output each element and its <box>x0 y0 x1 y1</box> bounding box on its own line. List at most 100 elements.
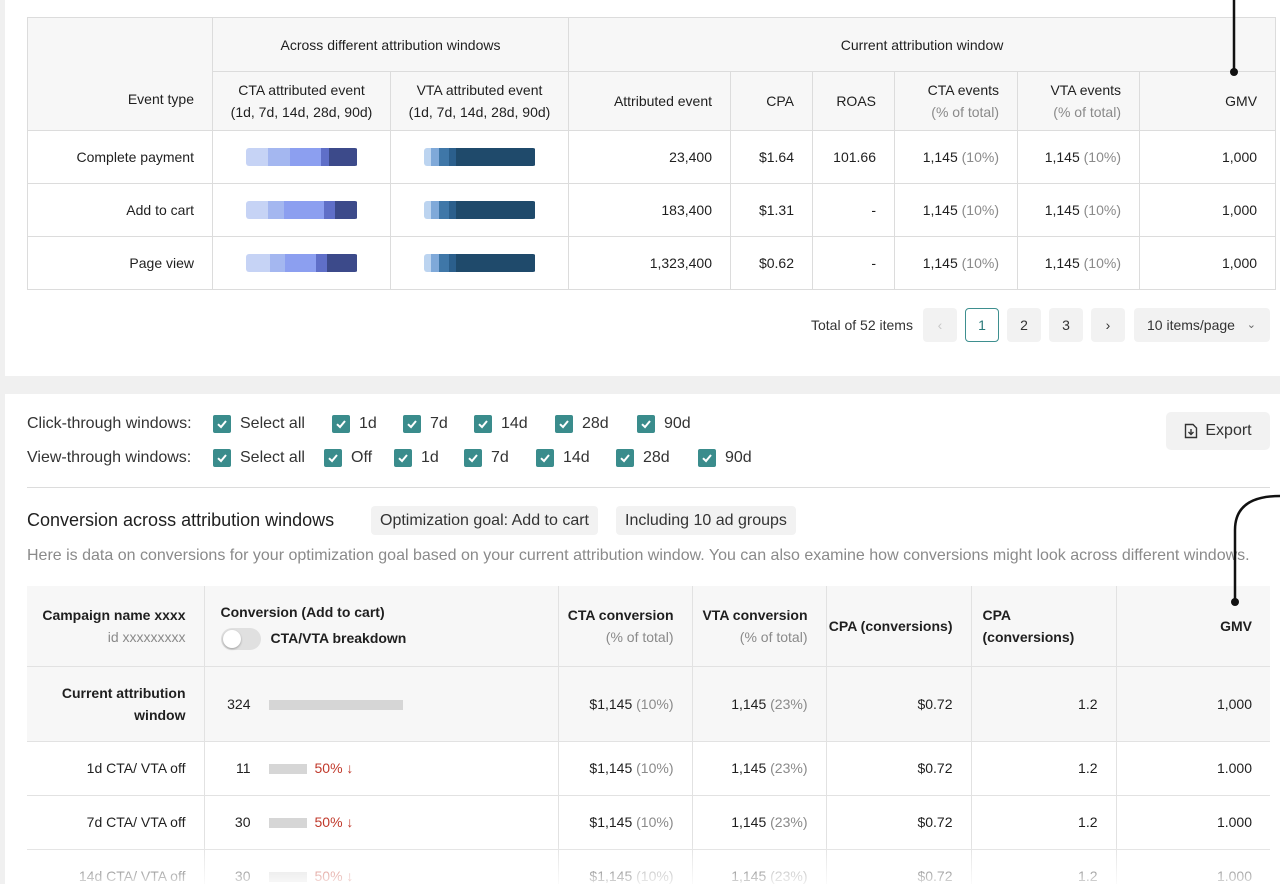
vta-events-cell: 1,145 (10%) <box>1017 236 1140 290</box>
table-row: Complete payment 23,400 $1.64 101.66 1,1… <box>27 130 1277 184</box>
view-checkbox-off[interactable]: Off <box>324 449 394 467</box>
click-checkbox-90d[interactable]: 90d <box>637 415 707 433</box>
table-row: Page view 1,323,400 $0.62 - 1,145 (10%) … <box>27 236 1277 290</box>
cpa-cell: $1.64 <box>730 130 813 184</box>
view-checkbox-90d[interactable]: 90d <box>698 449 768 467</box>
chevron-down-icon: ⌄ <box>1246 319 1256 331</box>
conversion-cell: 324 <box>204 666 559 742</box>
col-cpa: CPA <box>730 71 813 131</box>
col-cpa-conversions-2: CPA (conversions) <box>971 586 1117 667</box>
bar-segment <box>245 201 268 219</box>
cpa-conversions-cell: $0.72 <box>826 849 972 884</box>
checkbox-checked-icon <box>464 449 482 467</box>
vta-conversion-cell: 1,145 (23%) <box>692 795 827 850</box>
decrease-indicator: 50% ↓ <box>314 868 354 884</box>
col-vta-attributed: VTA attributed event (1d, 7d, 14d, 28d, … <box>390 71 569 131</box>
annotation-curve-icon <box>1231 494 1280 606</box>
checkbox-checked-icon <box>213 449 231 467</box>
roas-cell: 101.66 <box>812 130 895 184</box>
cta-events-cell: 1,145 (10%) <box>894 130 1018 184</box>
click-checkbox-select-all[interactable]: Select all <box>213 415 332 433</box>
table-row: Add to cart 183,400 $1.31 - 1,145 (10%) … <box>27 183 1277 237</box>
bar-segment <box>316 254 328 272</box>
bar-segment <box>449 201 456 219</box>
annotation-line-icon <box>1230 0 1238 76</box>
col-cpa-conversions-1: CPA (conversions) <box>826 586 972 667</box>
ad-groups-tag: Including 10 ad groups <box>616 506 796 535</box>
view-checkbox-select-all[interactable]: Select all <box>213 449 324 467</box>
cta-events-cell: 1,145 (10%) <box>894 183 1018 237</box>
page-size-select[interactable]: 10 items/page ⌄ <box>1134 308 1270 342</box>
bar-segment <box>455 148 536 166</box>
section-title: Conversion across attribution windows <box>27 510 335 530</box>
cta-events-cell: 1,145 (10%) <box>894 236 1018 290</box>
checkbox-checked-icon <box>332 415 350 433</box>
vta-breakdown-bar <box>423 201 536 219</box>
cpa-conversions-cell-2: 1.2 <box>971 666 1117 742</box>
conversion-cell: 30 50% ↓ <box>204 795 559 850</box>
bar-segment <box>267 201 284 219</box>
cta-breakdown-bar-cell <box>212 130 391 184</box>
cpa-conversions-cell-2: 1.2 <box>971 741 1117 796</box>
click-checkbox-28d[interactable]: 28d <box>555 415 637 433</box>
event-type-cell: Page view <box>27 236 213 290</box>
cta-conversion-cell: $1,145 (10%) <box>558 666 693 742</box>
bar-segment <box>327 254 358 272</box>
vta-breakdown-bar <box>423 254 536 272</box>
checkbox-checked-icon <box>213 415 231 433</box>
view-checkbox-7d[interactable]: 7d <box>464 449 536 467</box>
conversion-bar <box>268 872 307 883</box>
group-header-current: Current attribution window <box>567 17 1277 72</box>
cta-breakdown-bar <box>245 201 358 219</box>
click-checkbox-7d[interactable]: 7d <box>403 415 474 433</box>
pagination-total: Total of 52 items <box>811 317 913 333</box>
bar-segment <box>283 201 324 219</box>
bar-segment <box>423 201 432 219</box>
arrow-down-icon: ↓ <box>346 814 354 830</box>
export-button[interactable]: Export <box>1166 412 1270 450</box>
row-label: 1d CTA/ VTA off <box>27 741 205 796</box>
col-roas: ROAS <box>812 71 895 131</box>
checkbox-checked-icon <box>616 449 634 467</box>
bar-segment <box>284 254 317 272</box>
conversion-cell: 30 50% ↓ <box>204 849 559 884</box>
gmv-cell: 1.000 <box>1116 795 1270 850</box>
pagination-prev-button[interactable]: ‹ <box>923 308 957 342</box>
pagination-page-1[interactable]: 1 <box>965 308 999 342</box>
click-checkbox-1d[interactable]: 1d <box>332 415 403 433</box>
group-header-across: Across different attribution windows <box>212 17 569 72</box>
cta-conversion-cell: $1,145 (10%) <box>558 795 693 850</box>
checkbox-checked-icon <box>536 449 554 467</box>
cpa-conversions-cell: $0.72 <box>826 795 972 850</box>
attribution-events-table: Event type Across different attribution … <box>27 17 1277 290</box>
checkbox-checked-icon <box>324 449 342 467</box>
conversion-bar <box>268 818 307 829</box>
col-attributed-event: Attributed event <box>568 71 731 131</box>
view-checkbox-14d[interactable]: 14d <box>536 449 616 467</box>
cta-vta-breakdown-toggle[interactable] <box>220 628 261 651</box>
bar-segment <box>323 201 336 219</box>
pagination-next-button[interactable]: › <box>1091 308 1125 342</box>
vta-events-cell: 1,145 (10%) <box>1017 183 1140 237</box>
cpa-conversions-cell-2: 1.2 <box>971 849 1117 884</box>
cta-breakdown-bar-cell <box>212 236 391 290</box>
click-checkbox-14d[interactable]: 14d <box>474 415 555 433</box>
view-checkbox-28d[interactable]: 28d <box>616 449 698 467</box>
click-through-filters: Click-through windows: Select all 1d 7d … <box>27 412 707 436</box>
view-checkbox-1d[interactable]: 1d <box>394 449 464 467</box>
pagination-page-2[interactable]: 2 <box>1007 308 1041 342</box>
conversion-bar <box>268 699 403 710</box>
cpa-conversions-cell: $0.72 <box>826 741 972 796</box>
checkbox-checked-icon <box>637 415 655 433</box>
col-campaign: Campaign name xxxx id xxxxxxxxx <box>27 586 205 667</box>
gmv-cell: 1,000 <box>1138 183 1277 237</box>
conversion-bar <box>268 764 307 775</box>
toggle-label: CTA/VTA breakdown <box>270 630 407 647</box>
gmv-cell: 1,000 <box>1138 130 1277 184</box>
cpa-conversions-cell-2: 1.2 <box>971 795 1117 850</box>
pagination-page-3[interactable]: 3 <box>1049 308 1083 342</box>
checkbox-checked-icon <box>403 415 421 433</box>
row-label: 7d CTA/ VTA off <box>27 795 205 850</box>
conversion-cell: 11 50% ↓ <box>204 741 559 796</box>
bar-segment <box>431 148 440 166</box>
